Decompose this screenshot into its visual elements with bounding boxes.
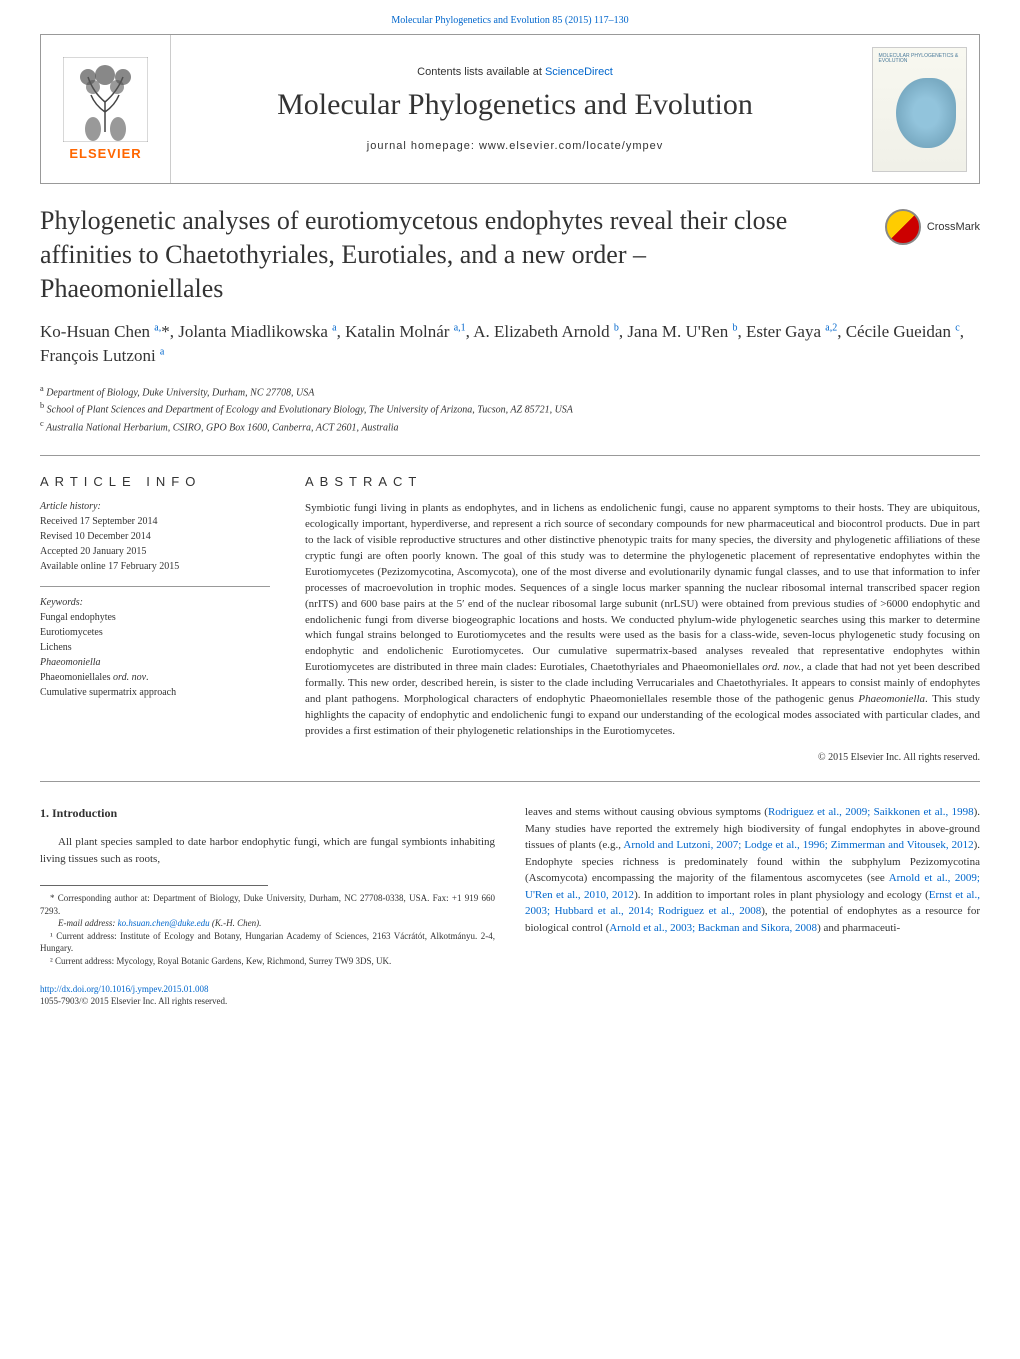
footnote-2: ² Current address: Mycology, Royal Botan… [40,955,495,968]
contents-list-line: Contents lists available at ScienceDirec… [417,66,613,78]
history-item: Received 17 September 2014 [40,514,270,529]
sciencedirect-link[interactable]: ScienceDirect [545,66,613,78]
top-citation-link[interactable]: Molecular Phylogenetics and Evolution 85… [0,0,1020,34]
article-info-column: ARTICLE INFO Article history: Received 1… [40,474,270,763]
journal-homepage: journal homepage: www.elsevier.com/locat… [367,140,663,152]
article-info-heading: ARTICLE INFO [40,474,270,489]
keyword-item: Eurotiomycetes [40,625,270,640]
elsevier-label: ELSEVIER [69,146,141,161]
section-heading-intro: 1. Introduction [40,804,495,822]
doi-block: http://dx.doi.org/10.1016/j.ympev.2015.0… [40,983,495,1008]
journal-cover[interactable]: MOLECULAR PHYLOGENETICS & EVOLUTION [859,35,979,183]
issn-line: 1055-7903/© 2015 Elsevier Inc. All right… [40,996,227,1006]
keyword-item: Phaeomoniellales ord. nov. [40,670,270,685]
article-title: Phylogenetic analyses of eurotiomycetous… [40,204,820,305]
copyright-line: © 2015 Elsevier Inc. All rights reserved… [305,752,980,763]
affiliation-item: a Department of Biology, Duke University… [40,383,980,400]
keyword-item: Cumulative supermatrix approach [40,685,270,700]
cover-image-icon: MOLECULAR PHYLOGENETICS & EVOLUTION [872,47,967,172]
cover-label: MOLECULAR PHYLOGENETICS & EVOLUTION [879,54,966,65]
affiliation-item: b School of Plant Sciences and Departmen… [40,400,980,417]
crossmark-badge[interactable]: CrossMark [885,209,980,245]
journal-header: ELSEVIER Contents lists available at Sci… [40,34,980,184]
left-column: 1. Introduction All plant species sample… [40,804,495,1008]
intro-paragraph-left: All plant species sampled to date harbor… [40,834,495,867]
keyword-item: Fungal endophytes [40,610,270,625]
affiliations: a Department of Biology, Duke University… [40,383,980,435]
history-item: Available online 17 February 2015 [40,559,270,574]
intro-paragraph-right: leaves and stems without causing obvious… [525,804,980,936]
history-item: Accepted 20 January 2015 [40,544,270,559]
keyword-item: Lichens [40,640,270,655]
elsevier-logo[interactable]: ELSEVIER [41,35,171,183]
abstract-heading: ABSTRACT [305,474,980,489]
email-prefix: E-mail address: [58,918,118,928]
abstract-column: ABSTRACT Symbiotic fungi living in plant… [305,474,980,763]
keywords-label: Keywords: [40,597,270,608]
footnote-email: E-mail address: ko.hsuan.chen@duke.edu (… [40,917,495,930]
right-column: leaves and stems without causing obvious… [525,804,980,1008]
homepage-prefix: journal homepage: [367,140,479,152]
footnote-corresponding: * Corresponding author at: Department of… [40,892,495,917]
history-item: Revised 10 December 2014 [40,529,270,544]
abstract-text: Symbiotic fungi living in plants as endo… [305,501,980,740]
header-center: Contents lists available at ScienceDirec… [171,35,859,183]
affiliation-item: c Australia National Herbarium, CSIRO, G… [40,418,980,435]
homepage-url[interactable]: www.elsevier.com/locate/ympev [479,140,663,152]
keyword-divider [40,586,270,587]
footnote-divider [40,885,268,886]
crossmark-label: CrossMark [927,221,980,233]
contents-prefix: Contents lists available at [417,66,545,78]
footnote-1: ¹ Current address: Institute of Ecology … [40,930,495,955]
doi-link[interactable]: http://dx.doi.org/10.1016/j.ympev.2015.0… [40,984,209,994]
crossmark-icon [885,209,921,245]
email-suffix: (K.-H. Chen). [210,918,262,928]
authors-list: Ko-Hsuan Chen a,*, Jolanta Miadlikowska … [40,320,980,368]
journal-title: Molecular Phylogenetics and Evolution [277,88,753,122]
cover-blob-icon [896,78,956,148]
email-link[interactable]: ko.hsuan.chen@duke.edu [118,918,210,928]
elsevier-tree-icon [63,57,148,142]
keyword-item: Phaeomoniella [40,655,270,670]
history-label: Article history: [40,501,270,512]
